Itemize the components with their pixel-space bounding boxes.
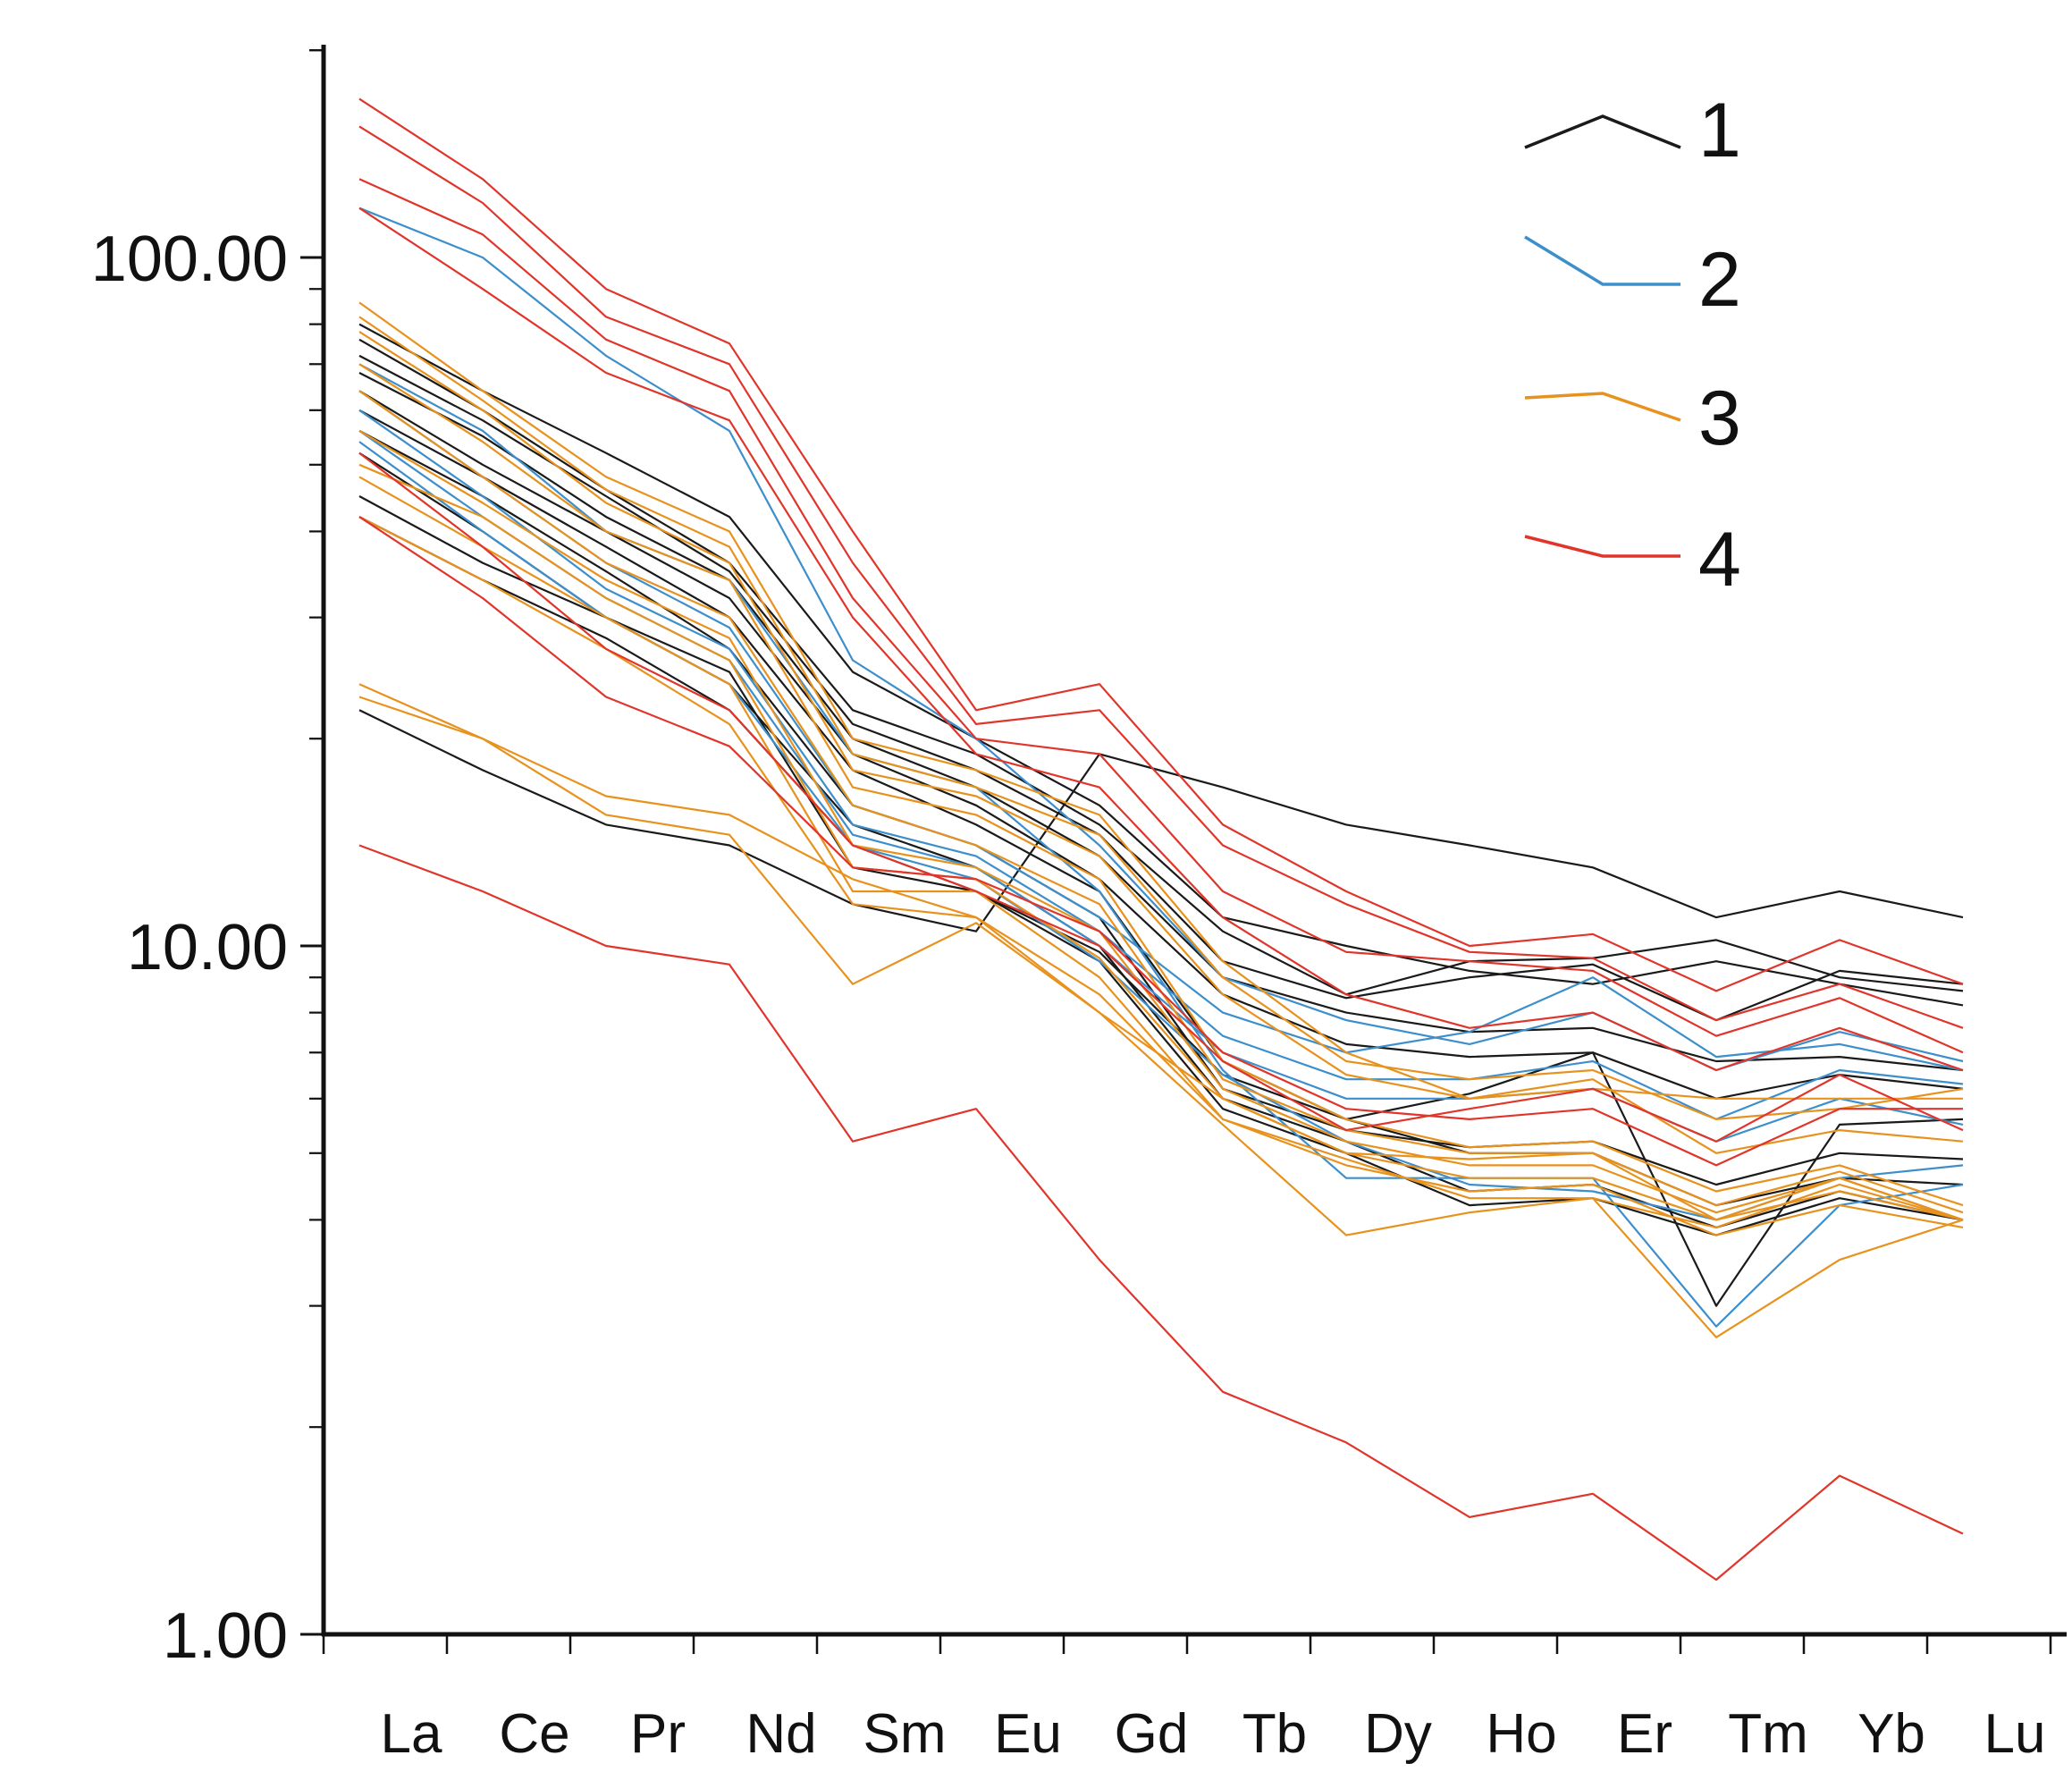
- x-tick-label-ho: Ho: [1486, 1703, 1556, 1765]
- series-line-group-4-31: [358, 178, 1964, 1054]
- x-tick-label-eu: Eu: [994, 1703, 1062, 1765]
- x-tick-label-tm: Tm: [1728, 1703, 1808, 1765]
- series-line-group-4-30: [358, 125, 1964, 1029]
- series-line-group-1-1: [358, 323, 1964, 1007]
- x-tick-label-ce: Ce: [499, 1703, 569, 1765]
- x-tick-label-la: La: [381, 1703, 442, 1765]
- x-tick-label-sm: Sm: [863, 1703, 947, 1765]
- series-line-group-4-34: [358, 516, 1963, 1167]
- y-tick-label: 1.00: [163, 1600, 288, 1672]
- series-line-group-3-22: [358, 390, 1964, 1214]
- x-tick-label-tb: Tb: [1242, 1703, 1307, 1765]
- legend-swatch-4: [1524, 535, 1680, 558]
- series-line-group-2-14: [358, 409, 1964, 1121]
- axes-layer: 1.00 10.00 100.00 La Ce Pr Nd Sm Eu Gd Tb Dy Ho Er Tm Y…: [91, 45, 2067, 1765]
- y-tick-label: 10.00: [127, 912, 288, 983]
- series-line-group-2-13: [358, 390, 1964, 1072]
- series-line-group-1-2: [358, 338, 1964, 996]
- series-line-group-3-23: [358, 429, 1964, 1221]
- series-line-group-1-5: [358, 390, 1964, 1100]
- series-line-group-3-21: [358, 363, 1964, 1207]
- series-line-group-3-26: [358, 516, 1964, 1338]
- series-line-group-4-32: [358, 207, 1964, 1072]
- legend: 1 2 3 4: [1524, 88, 1741, 603]
- x-tick-label-dy: Dy: [1364, 1703, 1432, 1765]
- x-tick-label-nd: Nd: [745, 1703, 816, 1765]
- series-line-group-3-19: [358, 316, 1964, 1121]
- y-tick-label: 100.00: [91, 224, 288, 295]
- series-line-group-4-35: [358, 844, 1964, 1582]
- series-line-group-3-25: [358, 476, 1964, 1229]
- legend-swatch-2: [1524, 235, 1680, 286]
- x-tick-label-gd: Gd: [1115, 1703, 1189, 1765]
- series-line-group-1-4: [358, 372, 1964, 1072]
- legend-label-3: 3: [1698, 375, 1741, 461]
- series-line-group-1-6: [358, 409, 1964, 1307]
- legend-label-2: 2: [1698, 237, 1741, 323]
- legend-swatch-3: [1524, 392, 1681, 422]
- series-layer: [358, 97, 1964, 1582]
- x-tick-label-yb: Yb: [1857, 1703, 1925, 1765]
- series-line-group-1-11: [358, 709, 1964, 932]
- x-tick-label-er: Er: [1617, 1703, 1672, 1765]
- legend-label-1: 1: [1698, 88, 1741, 173]
- series-line-group-1-9: [358, 516, 1964, 1236]
- series-line-group-4-29: [358, 97, 1964, 992]
- series-line-group-3-24: [358, 463, 1964, 1221]
- legend-swatch-1: [1524, 114, 1681, 149]
- legend-label-4: 4: [1698, 517, 1741, 603]
- x-tick-label-pr: Pr: [630, 1703, 686, 1765]
- series-line-group-3-18: [358, 301, 1963, 1100]
- series-line-group-4-33: [358, 451, 1964, 1143]
- x-tick-label-lu: Lu: [1984, 1703, 2046, 1765]
- series-line-group-3-27: [358, 683, 1964, 1236]
- series-line-group-3-20: [358, 331, 1964, 1154]
- series-line-group-3-28: [358, 696, 1964, 1221]
